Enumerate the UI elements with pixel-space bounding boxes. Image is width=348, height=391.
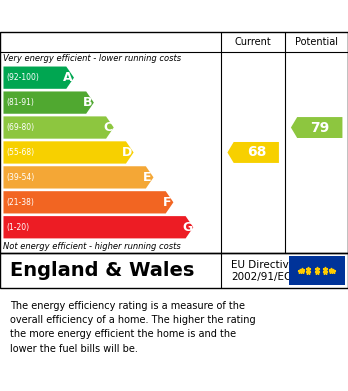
- Text: Current: Current: [235, 37, 271, 47]
- Text: (21-38): (21-38): [6, 198, 34, 207]
- Text: (1-20): (1-20): [6, 223, 29, 232]
- Text: Potential: Potential: [295, 37, 338, 47]
- Text: D: D: [122, 146, 133, 159]
- Polygon shape: [3, 191, 173, 213]
- Text: (92-100): (92-100): [6, 73, 39, 82]
- Text: (39-54): (39-54): [6, 173, 34, 182]
- Text: (55-68): (55-68): [6, 148, 34, 157]
- Polygon shape: [3, 91, 94, 114]
- Bar: [289, 256, 345, 285]
- Polygon shape: [3, 141, 134, 163]
- Text: G: G: [182, 221, 192, 234]
- Text: Not energy efficient - higher running costs: Not energy efficient - higher running co…: [3, 242, 181, 251]
- Text: 2002/91/EC: 2002/91/EC: [231, 272, 292, 282]
- Text: Very energy efficient - lower running costs: Very energy efficient - lower running co…: [3, 54, 182, 63]
- Text: F: F: [163, 196, 172, 209]
- Polygon shape: [3, 216, 193, 239]
- Polygon shape: [3, 117, 114, 139]
- Polygon shape: [3, 166, 153, 188]
- Text: England & Wales: England & Wales: [10, 261, 195, 280]
- Text: Energy Efficiency Rating: Energy Efficiency Rating: [10, 9, 220, 23]
- Polygon shape: [291, 117, 342, 138]
- Text: (81-91): (81-91): [6, 98, 34, 107]
- Text: (69-80): (69-80): [6, 123, 34, 132]
- Text: B: B: [83, 96, 93, 109]
- Text: The energy efficiency rating is a measure of the
overall efficiency of a home. T: The energy efficiency rating is a measur…: [10, 301, 256, 354]
- Text: C: C: [103, 121, 112, 134]
- Polygon shape: [3, 66, 74, 89]
- Text: 79: 79: [310, 120, 330, 135]
- Text: 68: 68: [247, 145, 266, 160]
- Text: E: E: [143, 171, 152, 184]
- Text: EU Directive: EU Directive: [231, 260, 295, 270]
- Polygon shape: [228, 142, 279, 163]
- Text: A: A: [63, 71, 73, 84]
